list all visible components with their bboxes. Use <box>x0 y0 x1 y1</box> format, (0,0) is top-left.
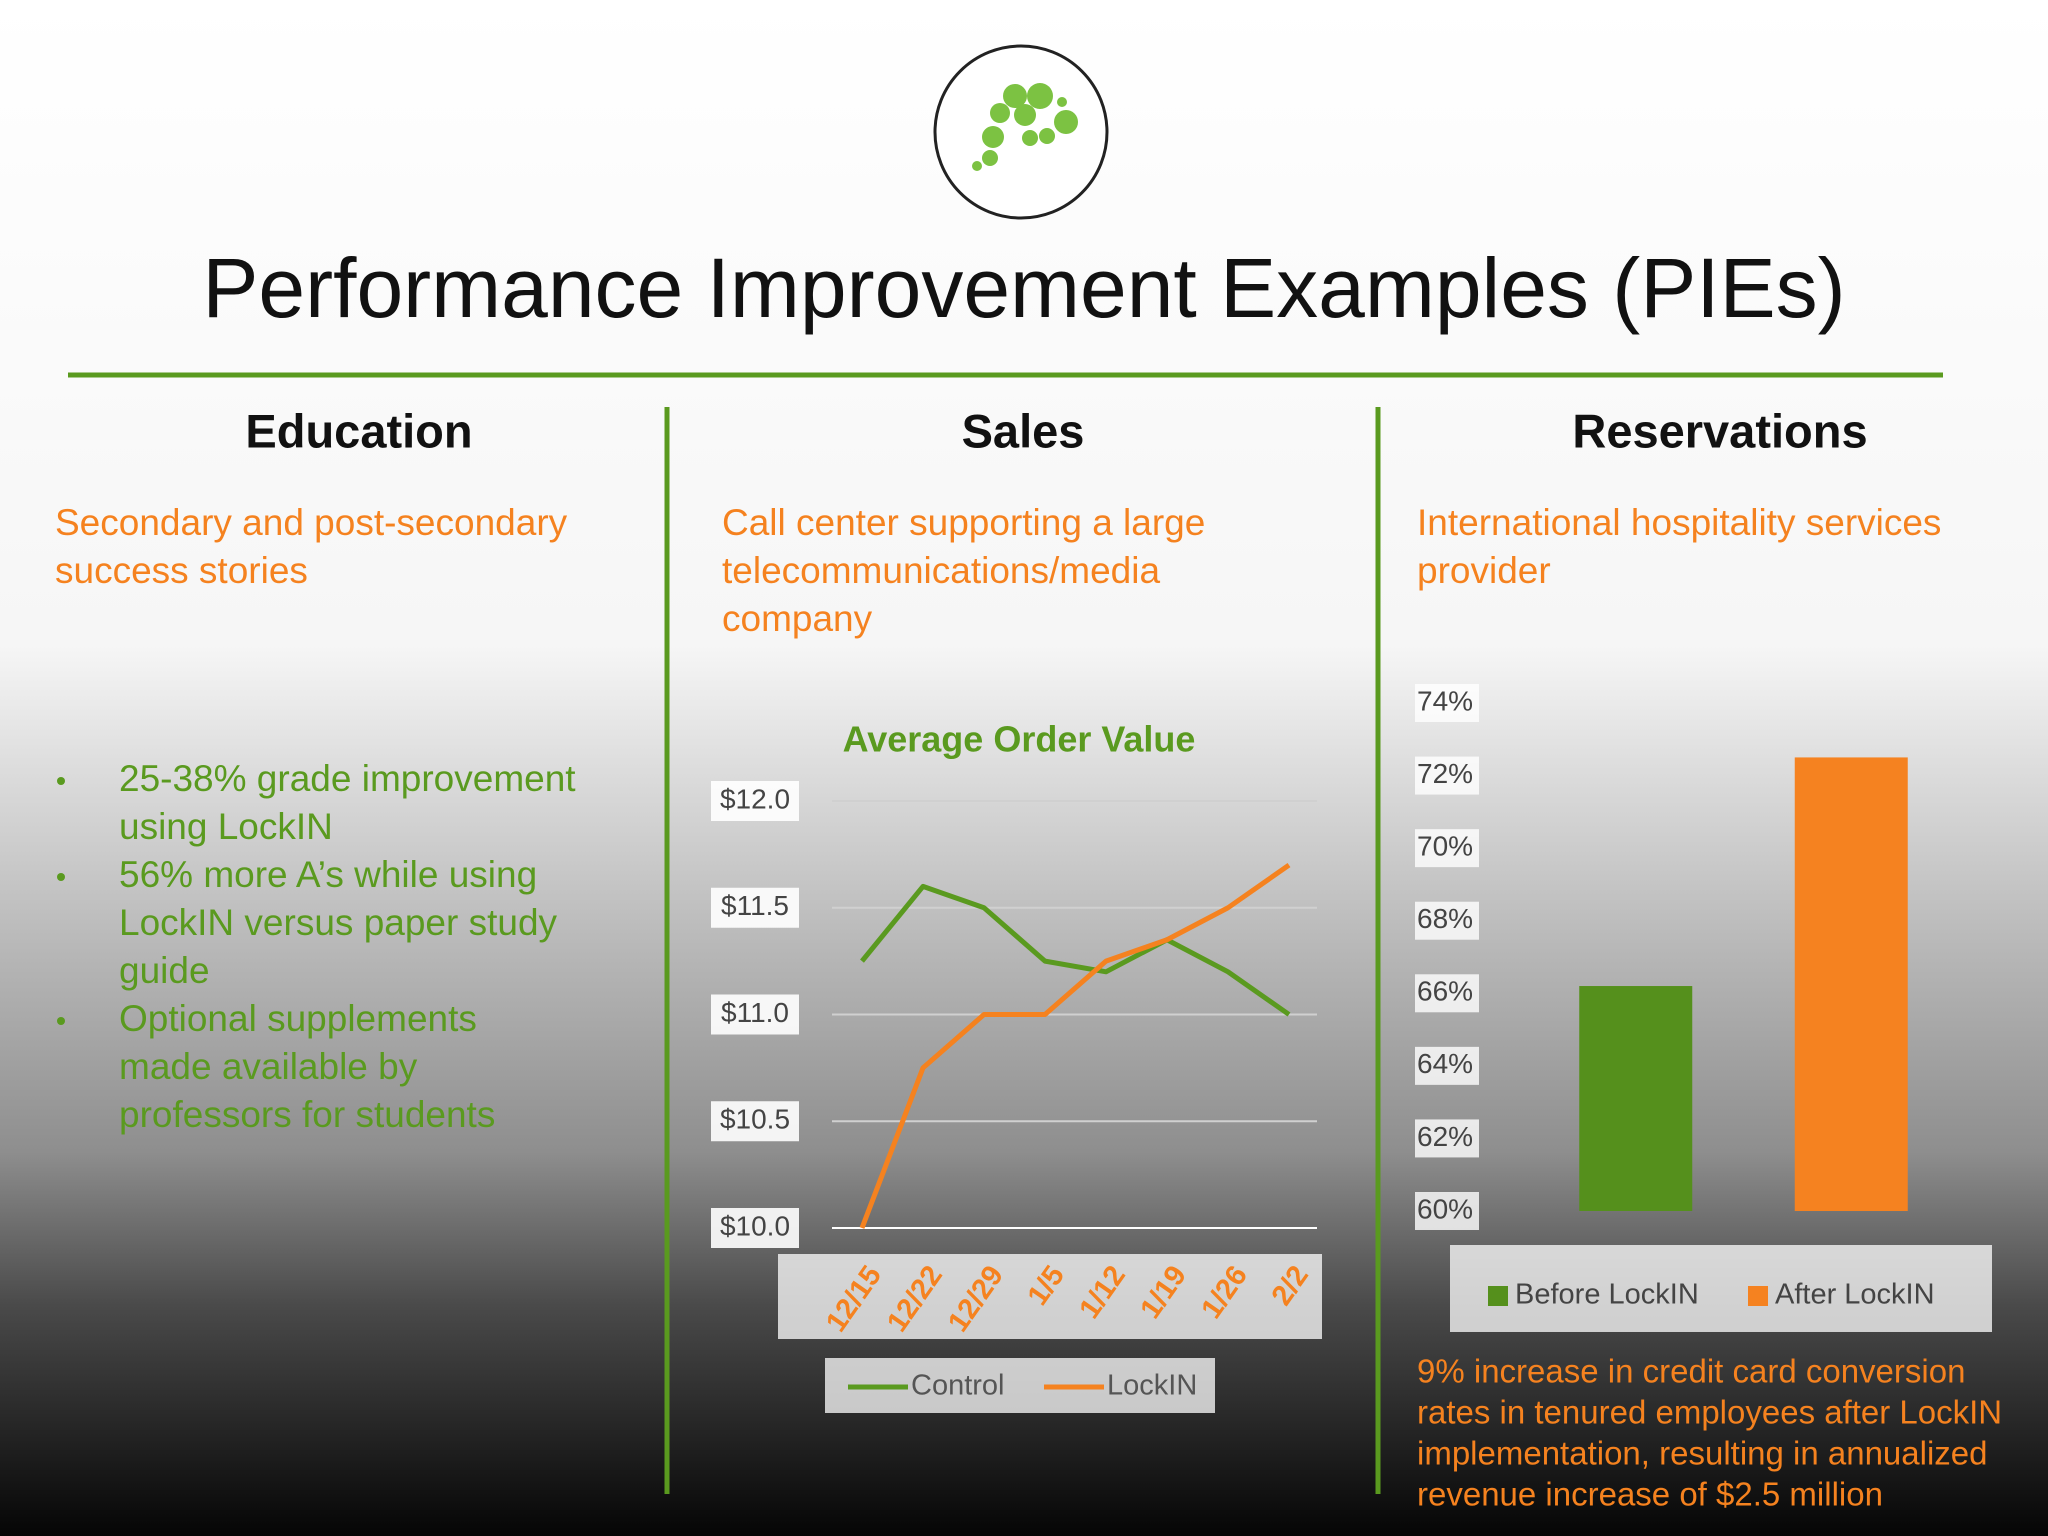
bullet-text: guide <box>119 950 210 991</box>
legend-label: After LockIN <box>1775 1279 1935 1311</box>
column-subtitle: International hospitality services <box>1417 502 1941 543</box>
logo-dot <box>982 150 998 166</box>
logo <box>933 44 1109 220</box>
tick-label-box <box>1415 756 1479 795</box>
tick-label-box <box>1415 1192 1479 1230</box>
y-tick-label: 72% <box>1417 758 1473 789</box>
tick-label-box <box>1415 901 1479 940</box>
legend-label: Before LockIN <box>1515 1279 1699 1311</box>
tick-label-box <box>711 1208 799 1248</box>
slide-title: Performance Improvement Examples (PIEs) <box>202 241 1845 335</box>
bullet-text: made available by <box>119 1046 418 1087</box>
column-heading: Reservations <box>1572 404 1867 457</box>
y-tick-label: $11.5 <box>721 890 789 921</box>
logo-dot <box>1003 84 1027 108</box>
column-subtitle: Call center supporting a large <box>722 502 1205 543</box>
y-tick-label: $11.0 <box>721 997 789 1028</box>
logo-dot <box>1039 128 1055 144</box>
tick-label-box <box>711 1101 799 1142</box>
column-note: 9% increase in credit card conversion <box>1417 1353 1965 1390</box>
y-tick-label: 70% <box>1417 831 1473 862</box>
chart-title: Average Order Value <box>843 719 1196 760</box>
logo-dot <box>982 126 1004 148</box>
legend-swatch <box>1748 1286 1768 1306</box>
tick-label-box <box>1415 1119 1479 1158</box>
y-tick-label: $12.0 <box>720 783 790 814</box>
column-subtitle: Secondary and post-secondary <box>55 502 568 543</box>
logo-dot <box>972 161 982 171</box>
column-subtitle: company <box>722 598 873 639</box>
bullet-dot <box>57 1017 65 1025</box>
logo-dot <box>1054 110 1078 134</box>
bullet-text: LockIN versus paper study <box>119 902 558 943</box>
tick-label-box <box>711 781 799 821</box>
column-note: rates in tenured employees after LockIN <box>1417 1394 2002 1431</box>
logo-dot <box>1022 130 1038 146</box>
line-series <box>860 883 1291 1017</box>
column-note: revenue increase of $2.5 million <box>1417 1476 1883 1513</box>
bar <box>1579 986 1693 1211</box>
y-tick-label: $10.5 <box>720 1104 790 1135</box>
bullet-text: professors for students <box>119 1094 495 1135</box>
logo-dot <box>1027 83 1053 109</box>
logo-dot <box>1057 97 1067 107</box>
y-tick-label: $10.0 <box>720 1210 790 1241</box>
tick-label-box <box>711 994 799 1035</box>
x-axis-box <box>778 1254 1322 1339</box>
y-tick-label: 62% <box>1417 1121 1473 1152</box>
line-series <box>859 863 1291 1229</box>
bullet-dot <box>57 873 65 881</box>
logo-dot <box>990 103 1010 123</box>
legend-box <box>1450 1245 1992 1332</box>
legend-label: LockIN <box>1107 1370 1197 1402</box>
legend-swatch <box>1488 1286 1508 1306</box>
tick-label-box <box>1415 974 1479 1013</box>
legend-label: Control <box>911 1370 1005 1402</box>
y-tick-label: 74% <box>1417 685 1473 716</box>
bullet-text: 56% more A’s while using <box>119 854 537 895</box>
bullet-text: 25-38% grade improvement <box>119 758 576 799</box>
logo-ring <box>933 44 1109 220</box>
column-subtitle: provider <box>1417 550 1551 591</box>
bullet-dot <box>57 777 65 785</box>
tick-label-box <box>1415 1046 1479 1085</box>
tick-label-box <box>1415 829 1479 868</box>
tick-label-box <box>711 887 799 928</box>
column-subtitle: success stories <box>55 550 308 591</box>
tick-label-box <box>1415 684 1479 722</box>
bullet-text: using LockIN <box>119 806 333 847</box>
column-heading: Education <box>245 404 472 457</box>
bar <box>1794 757 1908 1211</box>
column-note: implementation, resulting in annualized <box>1417 1435 1988 1472</box>
y-tick-label: 68% <box>1417 903 1473 934</box>
column-heading: Sales <box>962 404 1085 457</box>
bullet-text: Optional supplements <box>119 998 477 1039</box>
y-tick-label: 64% <box>1417 1048 1473 1079</box>
logo-dot <box>1014 104 1036 126</box>
y-tick-label: 60% <box>1417 1193 1473 1224</box>
column-subtitle: telecommunications/media <box>722 550 1160 591</box>
y-tick-label: 66% <box>1417 976 1473 1007</box>
